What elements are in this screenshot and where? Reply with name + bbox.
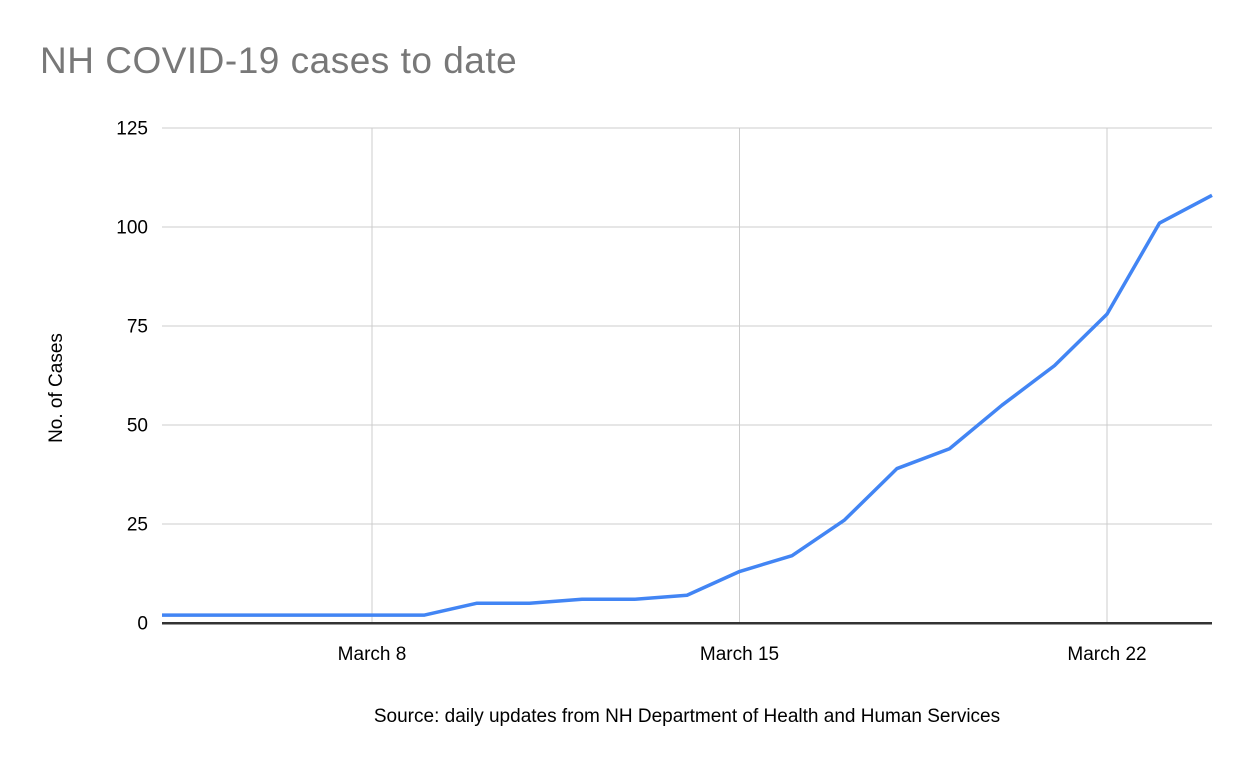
y-tick-label-25: 25 [127, 515, 148, 536]
horizontal-gridlines [162, 127, 1212, 525]
x-tick-label: March 8 [338, 644, 407, 665]
cases-line-series [162, 193, 1213, 617]
x-tick-label: March 22 [1067, 644, 1146, 665]
y-tick-label-50: 50 [127, 416, 148, 437]
y-tick-label-100: 100 [116, 218, 148, 239]
chart-title: NH COVID-19 cases to date [40, 40, 518, 81]
y-tick-label-75: 75 [127, 317, 148, 338]
y-tick-label-0: 0 [137, 614, 148, 635]
x-axis-tick-labels: March 8 March 15 March 22 [338, 644, 1147, 665]
y-tick-label-125: 125 [116, 119, 148, 140]
y-axis-tick-labels: 0 25 50 75 100 125 [116, 119, 148, 635]
source-note: Source: daily updates from NH Department… [373, 706, 1001, 727]
x-tick-label: March 15 [700, 644, 779, 665]
vertical-gridlines [371, 128, 1108, 623]
